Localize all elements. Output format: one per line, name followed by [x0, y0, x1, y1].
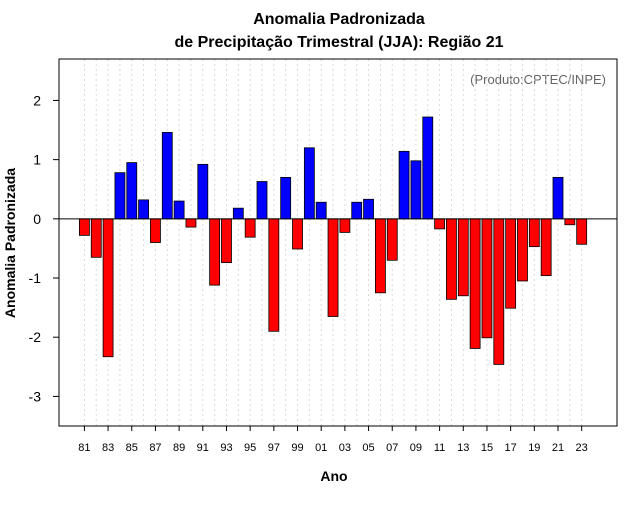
bars	[79, 116, 588, 365]
bar-14	[469, 218, 481, 349]
bar-83	[102, 218, 114, 358]
bar-89	[173, 200, 185, 220]
x-tick-label: 81	[78, 442, 90, 454]
x-tick-label: 17	[505, 442, 517, 454]
chart-title-line1: Anomalia Padronizada	[253, 11, 425, 28]
bar-17	[505, 218, 517, 309]
x-tick-label: 07	[386, 442, 398, 454]
y-axis-label: Anomalia Padronizada	[2, 168, 18, 318]
x-tick-label: 01	[315, 442, 327, 454]
x-axis: 81 83 85 87 89 91 93 95 97 99 01 03 05 07 09 11 13 15 17 19…	[78, 426, 588, 454]
bar-16	[493, 218, 505, 365]
bar-07	[386, 218, 398, 261]
x-tick-label: 23	[576, 442, 588, 454]
y-tick-label: -2	[29, 329, 42, 345]
bar-13	[457, 218, 469, 297]
bar-06	[374, 218, 386, 294]
bar-84	[114, 172, 126, 220]
bar-09	[410, 160, 422, 220]
bar-18	[517, 218, 528, 282]
x-tick-label: 91	[197, 442, 209, 454]
bar-20	[540, 218, 552, 277]
bar-02	[327, 218, 339, 317]
x-tick-label: 11	[434, 442, 445, 454]
credit-label: (Produto:CPTEC/INPE)	[470, 72, 606, 87]
bar-21	[552, 176, 564, 220]
x-tick-label: 05	[362, 442, 374, 454]
x-tick-label: 89	[173, 442, 185, 454]
y-axis: -3 -2 -1 0 1 2	[29, 92, 59, 404]
bar-19	[528, 218, 540, 248]
y-tick-label: 2	[33, 92, 41, 108]
x-tick-label: 99	[291, 442, 303, 454]
bar-96	[256, 181, 268, 220]
bar-97	[268, 218, 280, 332]
bar-05	[363, 198, 374, 220]
gridlines	[83, 59, 583, 426]
x-tick-label: 93	[220, 442, 232, 454]
bar-92	[209, 218, 221, 286]
x-tick-label: 97	[268, 442, 280, 454]
bar-98	[280, 176, 292, 220]
bar-22	[564, 218, 576, 226]
bar-88	[161, 131, 173, 220]
x-tick-label: 09	[410, 442, 422, 454]
x-tick-label: 95	[244, 442, 256, 454]
x-tick-label: 85	[126, 442, 138, 454]
bar-94	[232, 207, 244, 220]
bar-04	[351, 201, 363, 220]
y-tick-label: -1	[29, 270, 42, 286]
bar-15	[481, 218, 493, 339]
x-axis-label: Ano	[320, 468, 347, 484]
bar-99	[292, 218, 303, 250]
y-tick-label: -3	[29, 388, 42, 404]
bar-08	[398, 150, 410, 220]
x-tick-label: 13	[457, 442, 469, 454]
x-tick-label: 83	[102, 442, 114, 454]
x-tick-label: 21	[552, 442, 564, 454]
bar-00	[303, 147, 315, 220]
bar-10	[422, 116, 434, 220]
bar-01	[315, 201, 327, 220]
x-tick-label: 87	[149, 442, 161, 454]
x-tick-label: 03	[339, 442, 351, 454]
bar-93	[221, 218, 232, 264]
bar-95	[244, 218, 256, 238]
plot-frame	[58, 58, 618, 427]
bar-81	[79, 218, 90, 236]
bar-85	[126, 162, 138, 220]
bar-23	[576, 218, 588, 245]
bar-87	[150, 218, 161, 243]
bar-11	[434, 218, 446, 230]
y-tick-label: 0	[33, 211, 41, 227]
bar-90	[185, 218, 197, 228]
bar-12	[446, 218, 457, 300]
bar-82	[90, 218, 102, 258]
y-tick-label: 1	[33, 152, 41, 168]
bar-86	[138, 199, 150, 220]
x-tick-label: 19	[528, 442, 540, 454]
bar-91	[197, 163, 209, 220]
bar-03	[339, 218, 351, 233]
x-tick-label: 15	[481, 442, 493, 454]
chart-title-line2: de Precipitação Trimestral (JJA): Região…	[174, 34, 503, 51]
